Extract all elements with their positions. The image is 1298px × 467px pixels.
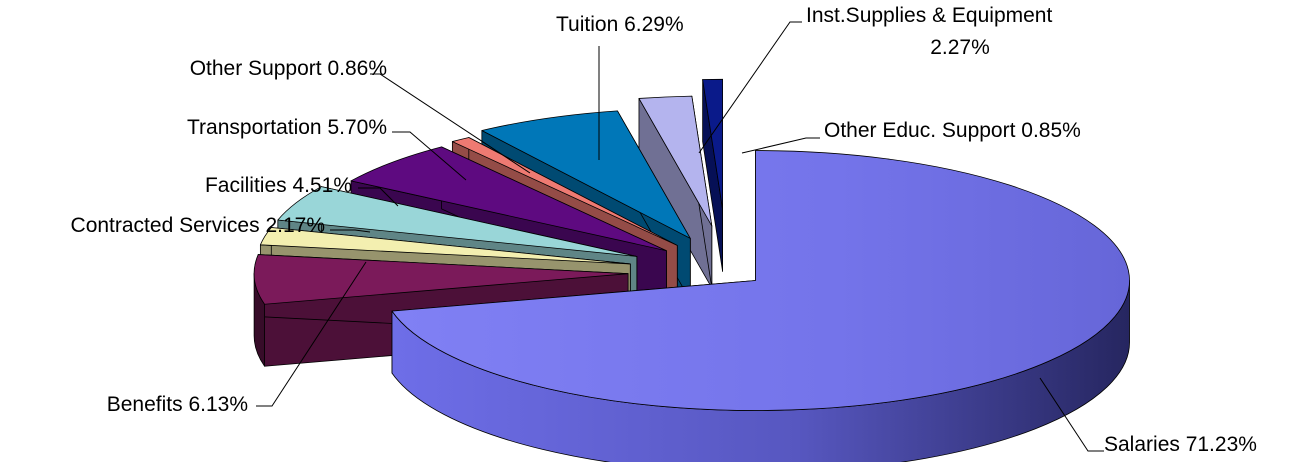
data-label-benefits: Benefits 6.13% — [107, 393, 248, 416]
data-label-tuition: Tuition 6.29% — [556, 13, 684, 36]
slice-inst-supplies-equipment-top — [638, 95, 713, 227]
leader-line-contracted-services — [330, 229, 371, 233]
slice-salaries — [391, 150, 1130, 467]
slice-transportation-top — [350, 146, 667, 252]
data-label-salaries: Salaries 71.23% — [1104, 433, 1257, 456]
slice-contracted-services-top — [259, 227, 631, 265]
leader-line-salaries — [1039, 377, 1104, 452]
leader-line-other-educ-support — [741, 137, 820, 154]
leader-line-benefits — [256, 261, 367, 407]
slice-inst-supplies-equipment — [638, 95, 713, 289]
leader-line-inst-supplies-equipment — [698, 21, 802, 154]
data-label-inst-supplies-equipment-value: 2.27% — [930, 36, 990, 59]
data-label-other-educ-support: Other Educ. Support 0.85% — [824, 119, 1081, 142]
slice-labels: Salaries 71.23% Benefits 6.13% Contracted … — [71, 4, 1257, 456]
slice-other-educ-support-top — [702, 78, 723, 210]
data-label-other-support: Other Support 0.86% — [190, 57, 387, 80]
leader-line-other-support — [370, 73, 531, 174]
slice-other-support-top — [451, 137, 678, 246]
data-label-transportation: Transportation 5.70% — [187, 116, 387, 139]
slice-benefits-top — [253, 254, 629, 305]
data-label-facilities: Facilities 4.51% — [205, 174, 352, 197]
slice-salaries-top — [391, 150, 1130, 411]
data-label-inst-supplies-equipment: Inst.Supplies & Equipment — [806, 4, 1052, 27]
slice-other-educ-support — [702, 78, 723, 272]
slices-layer — [253, 78, 1130, 467]
leader-line-facilities — [358, 187, 399, 207]
leader-line-transportation — [392, 131, 467, 181]
slice-tuition-top — [481, 110, 691, 239]
leader-lines — [256, 21, 1104, 452]
slice-facilities-top — [277, 186, 638, 257]
data-label-contracted-services: Contracted Services 2.17% — [71, 214, 325, 237]
